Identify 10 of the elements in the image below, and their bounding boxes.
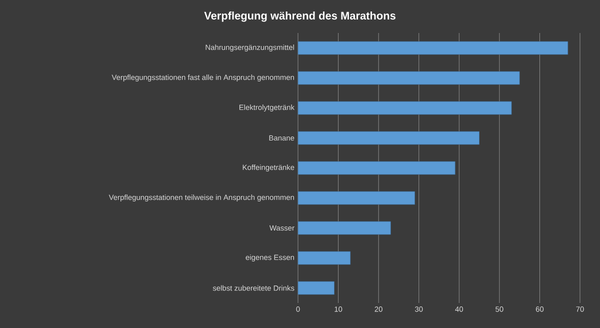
bar (298, 101, 512, 115)
bar (298, 161, 456, 175)
bar (298, 281, 334, 295)
bar (298, 41, 568, 55)
bar (298, 251, 351, 265)
bar (298, 71, 520, 85)
bar (298, 221, 391, 235)
bar (298, 131, 480, 145)
bar (298, 191, 416, 205)
chart-title: Verpflegung während des Marathons (204, 12, 396, 22)
